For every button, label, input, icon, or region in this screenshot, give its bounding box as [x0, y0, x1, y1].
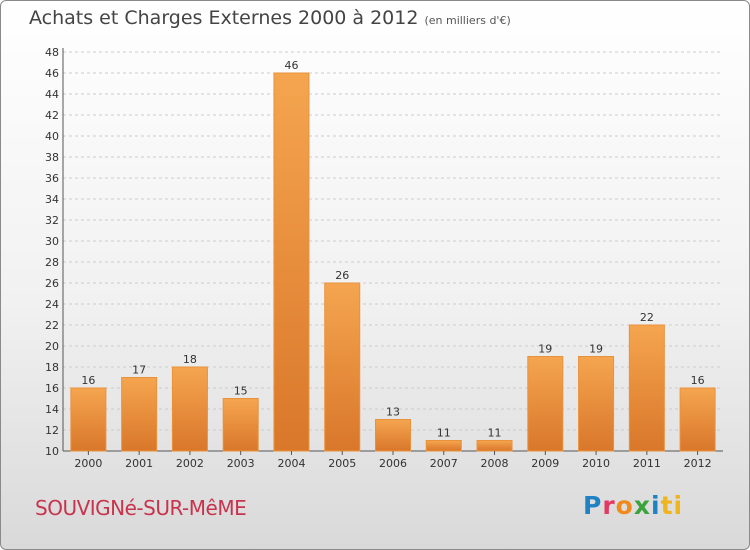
y-tick-label: 38: [45, 151, 59, 164]
bar: [222, 398, 259, 452]
chart-title: Achats et Charges Externes 2000 à 2012 (e…: [29, 7, 511, 29]
y-tick-label: 48: [45, 46, 59, 59]
bar: [324, 282, 361, 452]
bar-value-label: 16: [81, 374, 95, 387]
y-tick-label: 30: [45, 235, 59, 248]
bar: [171, 366, 208, 452]
y-tick-label: 16: [45, 382, 59, 395]
y-tick-label: 10: [45, 445, 59, 458]
logo-letter: x: [633, 491, 651, 520]
y-tick-label: 20: [45, 340, 59, 353]
logo-letter: r: [602, 491, 616, 520]
chart-subtitle: (en milliers d'€): [424, 14, 511, 27]
proxiti-logo: Proxiti: [583, 491, 683, 520]
x-tick-label: 2011: [633, 457, 661, 470]
logo-letter: P: [583, 491, 603, 520]
bar-value-label: 19: [538, 343, 552, 356]
y-tick-label: 18: [45, 361, 59, 374]
bar: [425, 440, 462, 452]
bar-value-label: 11: [488, 427, 502, 440]
x-tick-label: 2010: [582, 457, 610, 470]
bar: [476, 440, 513, 452]
bar: [70, 387, 107, 452]
chart-title-text: Achats et Charges Externes 2000 à 2012: [29, 7, 419, 29]
y-tick-label: 42: [45, 109, 59, 122]
y-tick-label: 26: [45, 277, 59, 290]
y-tick-label: 24: [45, 298, 59, 311]
x-tick-label: 2008: [481, 457, 509, 470]
bar: [121, 377, 158, 452]
bar-value-label: 11: [437, 427, 451, 440]
x-tick-label: 2002: [176, 457, 204, 470]
bar-value-label: 46: [284, 59, 298, 72]
y-tick-label: 32: [45, 214, 59, 227]
bar-value-label: 18: [183, 353, 197, 366]
commune-name: SOUVIGNé-SUR-MêME: [35, 496, 247, 520]
y-tick-label: 44: [45, 88, 59, 101]
x-tick-label: 2012: [684, 457, 712, 470]
bar-value-label: 16: [691, 374, 705, 387]
x-tick-label: 2006: [379, 457, 407, 470]
bar-value-label: 26: [335, 269, 349, 282]
y-tick-label: 22: [45, 319, 59, 332]
y-tick-label: 14: [45, 403, 59, 416]
bar: [273, 72, 310, 452]
logo-letter: i: [651, 491, 661, 520]
x-tick-label: 2005: [328, 457, 356, 470]
bar: [679, 387, 716, 452]
bar: [578, 356, 615, 452]
x-tick-label: 2000: [74, 457, 102, 470]
bar: [375, 419, 411, 452]
y-tick-label: 46: [45, 67, 59, 80]
x-tick-label: 2004: [277, 457, 305, 470]
bar-value-label: 13: [386, 406, 400, 419]
y-tick-label: 40: [45, 130, 59, 143]
bar: [527, 356, 564, 452]
bar-value-label: 19: [589, 343, 603, 356]
logo-letter: o: [615, 491, 634, 520]
bar-value-label: 22: [640, 311, 654, 324]
y-tick-label: 12: [45, 424, 59, 437]
logo-letter: ti: [660, 491, 684, 520]
x-tick-label: 2009: [531, 457, 559, 470]
x-tick-label: 2003: [227, 457, 255, 470]
y-tick-label: 36: [45, 172, 59, 185]
x-tick-label: 2007: [430, 457, 458, 470]
bar-value-label: 17: [132, 364, 146, 377]
bar-value-label: 15: [234, 385, 248, 398]
y-tick-label: 34: [45, 193, 59, 206]
y-tick-label: 28: [45, 256, 59, 269]
x-tick-label: 2001: [125, 457, 153, 470]
bar: [628, 324, 665, 452]
